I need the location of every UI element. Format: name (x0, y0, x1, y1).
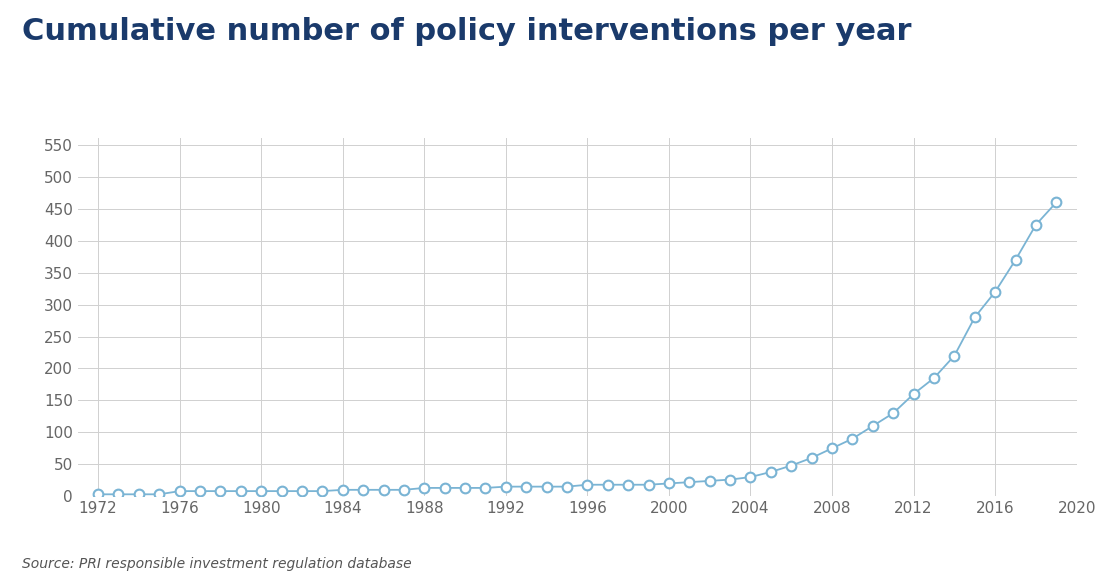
Text: Source: PRI responsible investment regulation database: Source: PRI responsible investment regul… (22, 557, 412, 571)
Text: Cumulative number of policy interventions per year: Cumulative number of policy intervention… (22, 17, 911, 46)
